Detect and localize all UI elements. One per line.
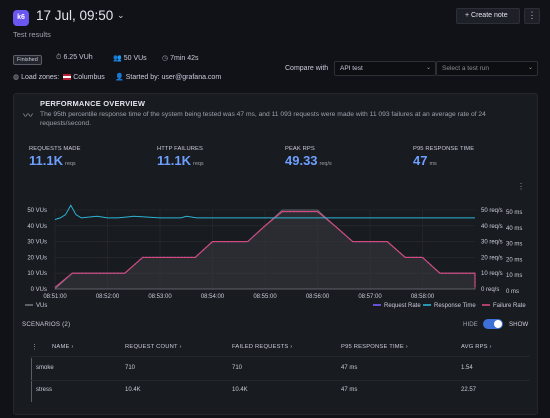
show-label: SHOW [509,321,529,328]
x-tick-label: 08:52:00 [96,294,120,300]
y-tick-label-vus: 40 VUs [27,224,47,230]
stat-label-p95: P95 RESPONSE TIME [413,146,475,152]
y-tick-label-vus: 50 VUs [27,208,47,214]
cell-failed: 710 [232,365,243,371]
performance-overview-description: The 95th percentile response time of the… [40,111,486,127]
y-tick-label-vus: 0 VUs [31,287,47,293]
col-avg-rps[interactable]: AVG RPS › [461,344,492,350]
chart-series [53,204,476,290]
x-tick-label: 08:57:00 [358,294,382,300]
cell-name: smoke [36,365,54,371]
y-tick-label-rps: 10 req/s [481,271,503,277]
cell-p95: 47 ms [341,365,358,371]
col-name[interactable]: NAME › [52,344,74,350]
y-tick-label-ms: 10 ms [506,273,522,279]
compare-test-select[interactable]: API test ⌄ [334,61,436,76]
chevron-down-icon[interactable]: ⌄ [117,10,125,20]
y-tick-label-rps: 40 req/s [481,224,503,230]
legend-label: Response Time [434,303,476,309]
stat-value-requests: 11.1K reqs [29,153,76,168]
stat-value-p95: 47 ms [413,153,437,168]
user-icon: 👤 [115,74,124,81]
y-tick-label-vus: 10 VUs [27,271,47,277]
chart-line-icon: 〰 [23,111,33,122]
y-tick-label-ms: 50 ms [506,210,522,216]
x-tick-label: 08:55:00 [253,294,277,300]
series-response-time-line [54,204,475,220]
stat-value-failures: 11.1K reqs [157,153,204,168]
x-tick-label: 08:54:00 [201,294,225,300]
series-failure-rate-line [54,211,476,288]
cell-p95: 47 ms [341,387,358,393]
stat-label-failures: HTTP FAILURES [157,146,203,152]
performance-overview-title: PERFORMANCE OVERVIEW [40,99,146,108]
chevron-down-icon: ⌄ [527,65,533,71]
legend-label: Failure Rate [493,303,526,309]
cell-avg-rps: 22.57 [461,387,477,393]
y-tick-label-ms: 30 ms [506,242,522,248]
page-title: 17 Jul, 09:50 [36,8,114,23]
compare-run-select[interactable]: Select a test run ⌄ [436,61,538,76]
chart-ticks: 0 VUs 0 req/s 0 ms 10 VUs 10 req/s 10 ms 20 VU… [27,208,522,300]
cell-avg-rps: 1.54 [461,365,473,371]
status-badge: Finished [13,55,42,65]
row-divider [30,356,530,357]
x-tick-label: 08:56:00 [306,294,330,300]
y-tick-label-ms: 0 ms [506,289,519,295]
y-tick-label-rps: 20 req/s [481,255,503,261]
page-subtitle: Test results [13,30,51,39]
table-row[interactable]: smoke 710 710 47 ms 1.54 [30,361,530,377]
chevron-down-icon: ⌄ [425,65,431,71]
y-tick-label-ms: 40 ms [506,226,522,232]
legend-label: VUs [36,303,47,309]
cell-failed: 10.4K [232,387,248,393]
load-zones: ◍ Load zones: Columbus [13,74,105,81]
legend-label: Request Rate [384,303,421,309]
us-flag-icon [63,74,72,80]
timer-icon: ◷ [162,55,169,62]
cell-request-count: 710 [125,365,136,371]
y-tick-label-rps: 50 req/s [481,208,503,214]
row-divider [30,380,530,381]
cell-request-count: 10.4K [125,387,141,393]
x-tick-label: 08:58:00 [411,294,435,300]
scenarios-title: SCENARIOS (2) [22,321,71,328]
y-tick-label-rps: 30 req/s [481,240,503,246]
duration-stat: ◷ 7min 42s [162,55,199,62]
vus-stat: 👥 50 VUs [113,55,147,62]
y-tick-label-ms: 20 ms [506,257,522,263]
users-icon: 👥 [113,55,122,62]
stat-label-requests: REQUESTS MADE [29,146,81,152]
more-options-button[interactable]: ⋮ [524,8,540,24]
stat-label-peak-rps: PEAK RPS [285,146,315,152]
table-row[interactable]: stress 10.4K 10.4K 47 ms 22.57 [30,383,530,399]
create-note-button[interactable]: + Create note [456,8,520,24]
chart-menu-button[interactable]: ⋮ [517,182,525,191]
expand-all-icon[interactable]: ⋮ [31,344,38,351]
chart-legend: VUs Request Rate Response Time Failure Rate [25,303,526,309]
vuh-stat: ⏱ 6.25 VUh [56,54,93,61]
x-tick-label: 08:51:00 [43,294,67,300]
globe-icon: ◍ [13,74,20,81]
stat-value-peak-rps: 49.33 req/s [285,153,332,168]
started-by: 👤 Started by: user@grafana.com [115,74,222,81]
hide-label: HIDE [463,321,478,328]
col-request-count[interactable]: REQUEST COUNT › [125,344,182,350]
clock-icon: ⏱ [56,54,62,61]
y-tick-label-vus: 30 VUs [27,240,47,246]
col-failed-requests[interactable]: FAILED REQUESTS › [232,344,293,350]
compare-label: Compare with [285,65,329,72]
k6-logo: k6 [13,10,29,26]
y-tick-label-rps: 0 req/s [481,287,499,293]
cell-name: stress [36,387,53,393]
scenarios-toggle[interactable] [483,319,503,329]
col-p95[interactable]: P95 RESPONSE TIME › [341,344,408,350]
x-tick-label: 08:53:00 [148,294,172,300]
y-tick-label-vus: 20 VUs [27,255,47,261]
toggle-knob [494,320,502,328]
